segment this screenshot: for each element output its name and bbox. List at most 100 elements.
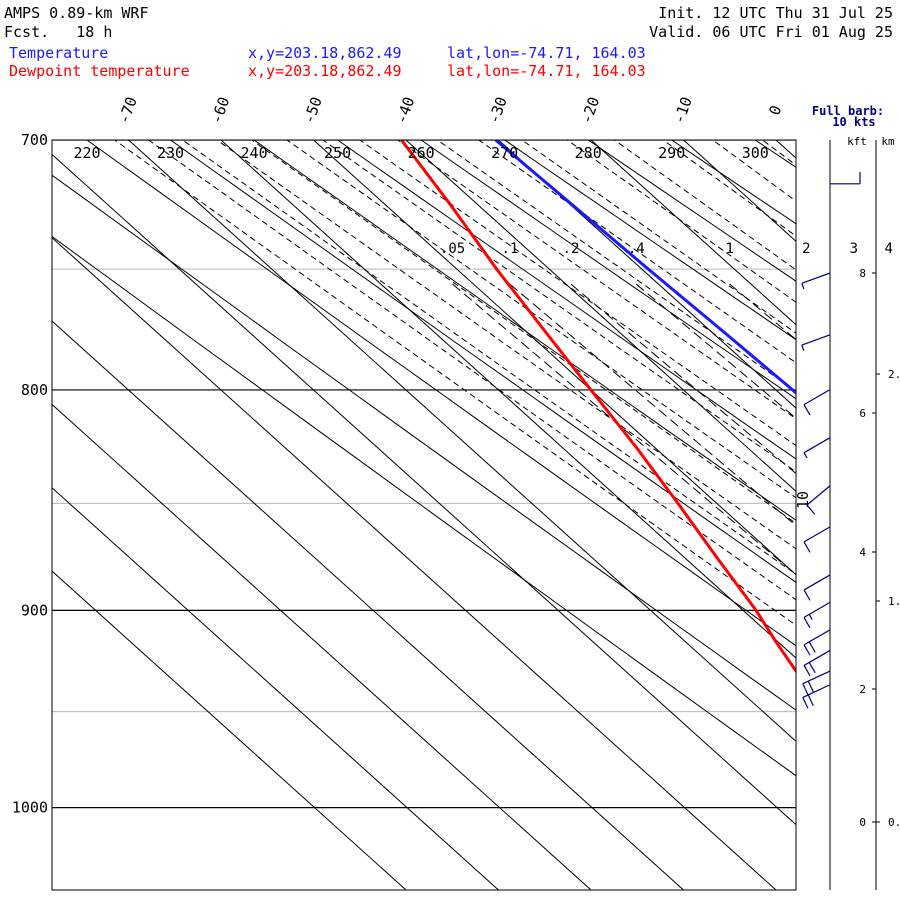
isotherm: [52, 487, 499, 890]
moist-adiabat: [216, 140, 796, 550]
mixing-ratio-line: [729, 283, 796, 341]
dry-adiabat: [798, 113, 900, 900]
dry-adiabat: [420, 140, 796, 400]
dry-adiabat-label: 300: [742, 144, 769, 162]
mixing-ratio-label: .1: [501, 241, 518, 257]
isotherm-tick: -70: [115, 94, 141, 126]
mixing-ratio-label: 4: [885, 241, 893, 257]
wind-barb-feather: [803, 644, 811, 656]
wind-barb-feather: [807, 694, 814, 707]
wind-speed-label: 10: [794, 491, 812, 509]
wind-barb-shaft: [803, 629, 831, 646]
mixing-ratio-line: [570, 283, 796, 475]
wind-barb-feather: [808, 662, 816, 674]
dry-adiabat-label: 220: [73, 144, 100, 162]
isotherm: [775, 140, 796, 159]
wind-barb: [802, 670, 831, 695]
isotherm: [52, 237, 777, 890]
dry-adiabat-label: 250: [324, 144, 351, 162]
dry-adiabat: [336, 140, 796, 460]
barb-note-line2: 10 kts: [832, 115, 875, 129]
wind-barb-feather: [803, 665, 811, 677]
moist-adiabat: [871, 113, 900, 900]
wind-barb-shaft: [803, 574, 831, 591]
legend-dewpoint-label: Dewpoint temperature: [9, 62, 190, 80]
pressure-tick-700: 700: [21, 131, 48, 149]
wind-barb: [801, 272, 831, 290]
wind-barb: [803, 601, 831, 629]
wind-barb-shaft: [802, 684, 831, 698]
isotherm-tick: -20: [577, 94, 603, 126]
wind-barb-shaft: [803, 601, 831, 618]
init-time: Init. 12 UTC Thu 31 Jul 25: [658, 4, 893, 22]
moist-adiabat: [613, 140, 796, 271]
mixing-ratio-line: [509, 283, 796, 527]
dry-adiabat: [86, 140, 796, 647]
legend-temperature-xy: x,y=203.18,862.49: [248, 44, 402, 62]
legend-dewpoint-latlon: lat,lon=-74.71, 164.03: [447, 62, 646, 80]
moist-adiabat: [147, 140, 796, 601]
wind-barb-feather: [801, 344, 805, 351]
isotherm: [128, 140, 796, 743]
wind-barb-feather: [802, 697, 809, 709]
wind-barb-feather: [803, 541, 811, 553]
kft-tick: 2: [859, 683, 866, 696]
moist-adiabat: [250, 140, 796, 524]
mixing-ratio-label: .05: [440, 241, 465, 257]
dry-adiabat: [169, 140, 796, 584]
mixing-ratio-line: [452, 283, 796, 576]
dry-adiabat: [881, 113, 900, 900]
moist-adiabat: [113, 140, 796, 626]
isotherm: [52, 320, 684, 890]
mixing-ratio-label: 3: [850, 241, 858, 257]
moist-adiabat: [662, 140, 796, 237]
isotherm-tick: -30: [485, 94, 511, 126]
pressure-tick-900: 900: [21, 601, 48, 619]
wind-barb: [803, 629, 831, 656]
moist-adiabat: [711, 140, 796, 202]
moist-adiabat: [286, 140, 796, 499]
isotherm-tick: -10: [670, 94, 696, 126]
isotherm: [405, 140, 796, 493]
dry-adiabat: [503, 140, 796, 341]
moist-adiabat: [566, 140, 796, 303]
moist-adiabat: [761, 140, 796, 166]
wind-barb-feather: [803, 452, 808, 459]
isotherm-tick: -40: [392, 94, 418, 126]
mixing-ratio-label: 1: [725, 241, 733, 257]
isotherm: [52, 570, 407, 890]
moist-adiabat: [358, 140, 796, 447]
wind-barb: [803, 437, 831, 459]
km-unit: km: [881, 135, 895, 148]
isotherm: [52, 403, 592, 890]
dry-adiabat: [670, 140, 796, 225]
wind-barb-shaft: [803, 437, 831, 454]
isotherm: [313, 140, 796, 576]
dry-adiabat-label: 280: [575, 144, 602, 162]
km-tick: 1.: [888, 595, 900, 608]
isotherm: [498, 140, 796, 409]
wind-barb-feather: [806, 504, 816, 515]
moist-adiabat: [322, 140, 796, 473]
mixing-ratio-label: .2: [563, 241, 580, 257]
wind-barb-shaft: [801, 272, 831, 284]
wind-barb-shaft: [803, 389, 831, 406]
plot-frame: [51, 139, 797, 891]
dry-adiabat: [52, 174, 796, 711]
mixing-ratio-label: .4: [628, 241, 645, 257]
wind-barb: [803, 574, 831, 601]
wind-barb: [801, 334, 831, 351]
dry-adiabat: [52, 235, 796, 777]
wind-barb-feather: [803, 589, 811, 601]
wind-barb: [803, 526, 831, 553]
kft-tick: 6: [859, 407, 866, 420]
moist-adiabat: [824, 113, 900, 900]
barb-note-line1: Full barb:: [812, 104, 884, 118]
isotherm: [220, 140, 796, 659]
dry-adiabat-label: 290: [658, 144, 685, 162]
wind-barb: [802, 684, 831, 709]
dry-adiabat-label: 270: [491, 144, 518, 162]
isotherm: [590, 140, 796, 326]
pressure-tick-800: 800: [21, 381, 48, 399]
